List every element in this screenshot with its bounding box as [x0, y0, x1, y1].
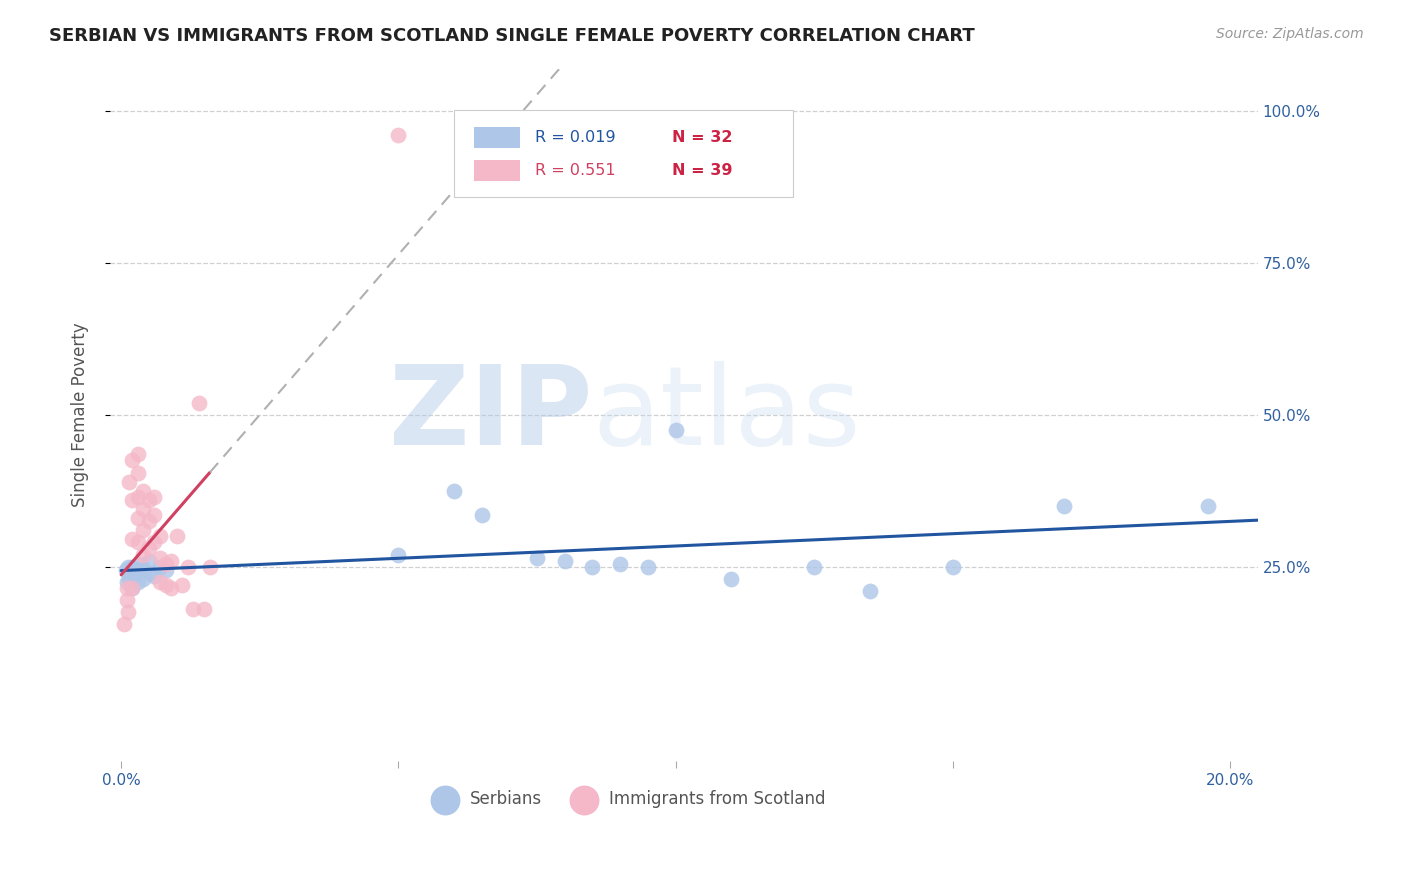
Point	[121, 581, 143, 595]
Point	[443, 483, 465, 498]
Point	[1197, 499, 1219, 513]
Text: R = 0.019: R = 0.019	[534, 130, 616, 145]
Point	[143, 569, 166, 583]
Point	[609, 557, 631, 571]
Point	[138, 514, 160, 528]
Point	[132, 572, 155, 586]
Point	[187, 395, 209, 409]
Point	[859, 584, 882, 599]
FancyBboxPatch shape	[454, 110, 793, 196]
Point	[149, 550, 172, 565]
Point	[198, 559, 221, 574]
Point	[160, 581, 183, 595]
Point	[149, 574, 172, 589]
Point	[471, 508, 494, 522]
Point	[115, 581, 138, 595]
Point	[1053, 499, 1076, 513]
Point	[149, 559, 172, 574]
Point	[121, 559, 143, 574]
Point	[387, 128, 409, 143]
Point	[132, 483, 155, 498]
Point	[127, 574, 149, 589]
Point	[138, 566, 160, 580]
Text: N = 32: N = 32	[672, 130, 733, 145]
Point	[127, 490, 149, 504]
Point	[172, 578, 194, 592]
FancyBboxPatch shape	[474, 128, 520, 148]
Point	[176, 559, 198, 574]
Point	[143, 508, 166, 522]
Text: SERBIAN VS IMMIGRANTS FROM SCOTLAND SINGLE FEMALE POVERTY CORRELATION CHART: SERBIAN VS IMMIGRANTS FROM SCOTLAND SING…	[49, 27, 974, 45]
Point	[132, 523, 155, 537]
Point	[138, 492, 160, 507]
Point	[665, 423, 688, 437]
Y-axis label: Single Female Poverty: Single Female Poverty	[72, 323, 89, 508]
Point	[155, 578, 177, 592]
Point	[127, 535, 149, 549]
Point	[138, 541, 160, 556]
Point	[114, 563, 136, 577]
Point	[115, 574, 138, 589]
Point	[581, 559, 603, 574]
Legend: Serbians, Immigrants from Scotland: Serbians, Immigrants from Scotland	[422, 784, 832, 815]
Point	[115, 593, 138, 607]
Point	[166, 529, 188, 543]
Point	[127, 511, 149, 525]
Text: R = 0.551: R = 0.551	[534, 163, 616, 178]
Point	[526, 550, 548, 565]
Point	[124, 566, 146, 580]
Point	[132, 548, 155, 562]
Point	[129, 557, 152, 571]
Point	[149, 529, 172, 543]
FancyBboxPatch shape	[474, 160, 520, 181]
Point	[127, 563, 149, 577]
Point	[118, 475, 141, 489]
Point	[803, 559, 825, 574]
Point	[132, 563, 155, 577]
Point	[121, 533, 143, 547]
Point	[554, 553, 576, 567]
Point	[117, 605, 139, 619]
Point	[112, 617, 135, 632]
Text: ZIP: ZIP	[389, 361, 592, 468]
Point	[138, 553, 160, 567]
Point	[155, 557, 177, 571]
Point	[143, 490, 166, 504]
Point	[155, 563, 177, 577]
Point	[387, 548, 409, 562]
Point	[117, 559, 139, 574]
Point	[181, 602, 204, 616]
Text: atlas: atlas	[592, 361, 860, 468]
Point	[127, 466, 149, 480]
Text: Source: ZipAtlas.com: Source: ZipAtlas.com	[1216, 27, 1364, 41]
Point	[193, 602, 215, 616]
Text: N = 39: N = 39	[672, 163, 733, 178]
Point	[942, 559, 965, 574]
Point	[118, 572, 141, 586]
Point	[121, 453, 143, 467]
Point	[143, 535, 166, 549]
Point	[132, 502, 155, 516]
Point	[121, 492, 143, 507]
Point	[160, 553, 183, 567]
Point	[121, 581, 143, 595]
Point	[637, 559, 659, 574]
Point	[720, 572, 742, 586]
Point	[127, 447, 149, 461]
